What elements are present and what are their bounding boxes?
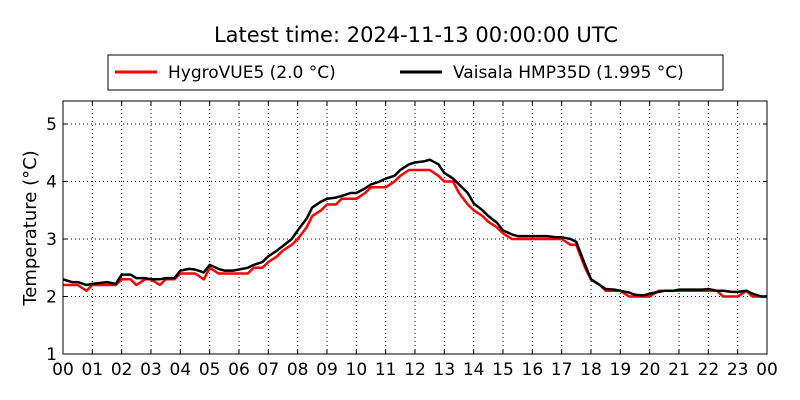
y-tick-label: 3 [46,230,57,250]
y-tick-label: 1 [46,345,57,365]
x-tick-label: 19 [610,360,632,380]
series-layer [62,158,767,298]
chart-title: Latest time: 2024-11-13 00:00:00 UTC [214,23,618,47]
x-tick-label: 14 [463,360,485,380]
x-tick-label: 00 [756,360,778,380]
x-tick-label: 13 [434,360,456,380]
x-tick-label: 23 [727,360,749,380]
x-tick-label: 16 [522,360,544,380]
x-tick-label: 18 [580,360,602,380]
x-tick-label: 10 [346,360,368,380]
x-tick-label: 07 [258,360,280,380]
x-tick-label: 08 [287,360,309,380]
y-tick-label: 5 [46,115,57,135]
x-tick-label: 20 [639,360,661,380]
series-line-hygrovue5 [63,168,767,298]
x-tick-label: 06 [228,360,250,380]
x-tick-label: 05 [199,360,221,380]
x-tick-label: 02 [111,360,133,380]
series-line-vaisala [62,158,767,298]
x-tick-label: 04 [170,360,192,380]
x-tick-label: 22 [698,360,720,380]
x-tick-label: 12 [404,360,426,380]
x-tick-label: 00 [52,360,74,380]
y-axis: 1 2 3 4 5 [46,115,767,365]
x-tick-label: 21 [668,360,690,380]
plot-frame [62,100,768,355]
legend-label-hygrovue5: HygroVUE5 (2.0 °C) [168,63,336,83]
y-tick-label: 2 [46,288,57,308]
x-tick-label: 03 [140,360,162,380]
x-tick-label: 17 [551,360,573,380]
y-axis-label: Temperature (°C) [20,150,41,306]
legend-label-vaisala: Vaisala HMP35D (1.995 °C) [453,63,684,83]
x-tick-label: 11 [375,360,397,380]
x-tick-label: 09 [316,360,338,380]
x-axis: 00 01 02 03 04 05 06 07 08 09 10 11 12 13 14 15 16 17 18 19… [52,101,778,380]
y-tick-label: 4 [46,173,57,193]
x-tick-label: 01 [82,360,104,380]
x-tick-label: 15 [492,360,514,380]
grid [63,101,767,354]
legend: HygroVUE5 (2.0 °C) Vaisala HMP35D (1.995… [107,54,724,91]
